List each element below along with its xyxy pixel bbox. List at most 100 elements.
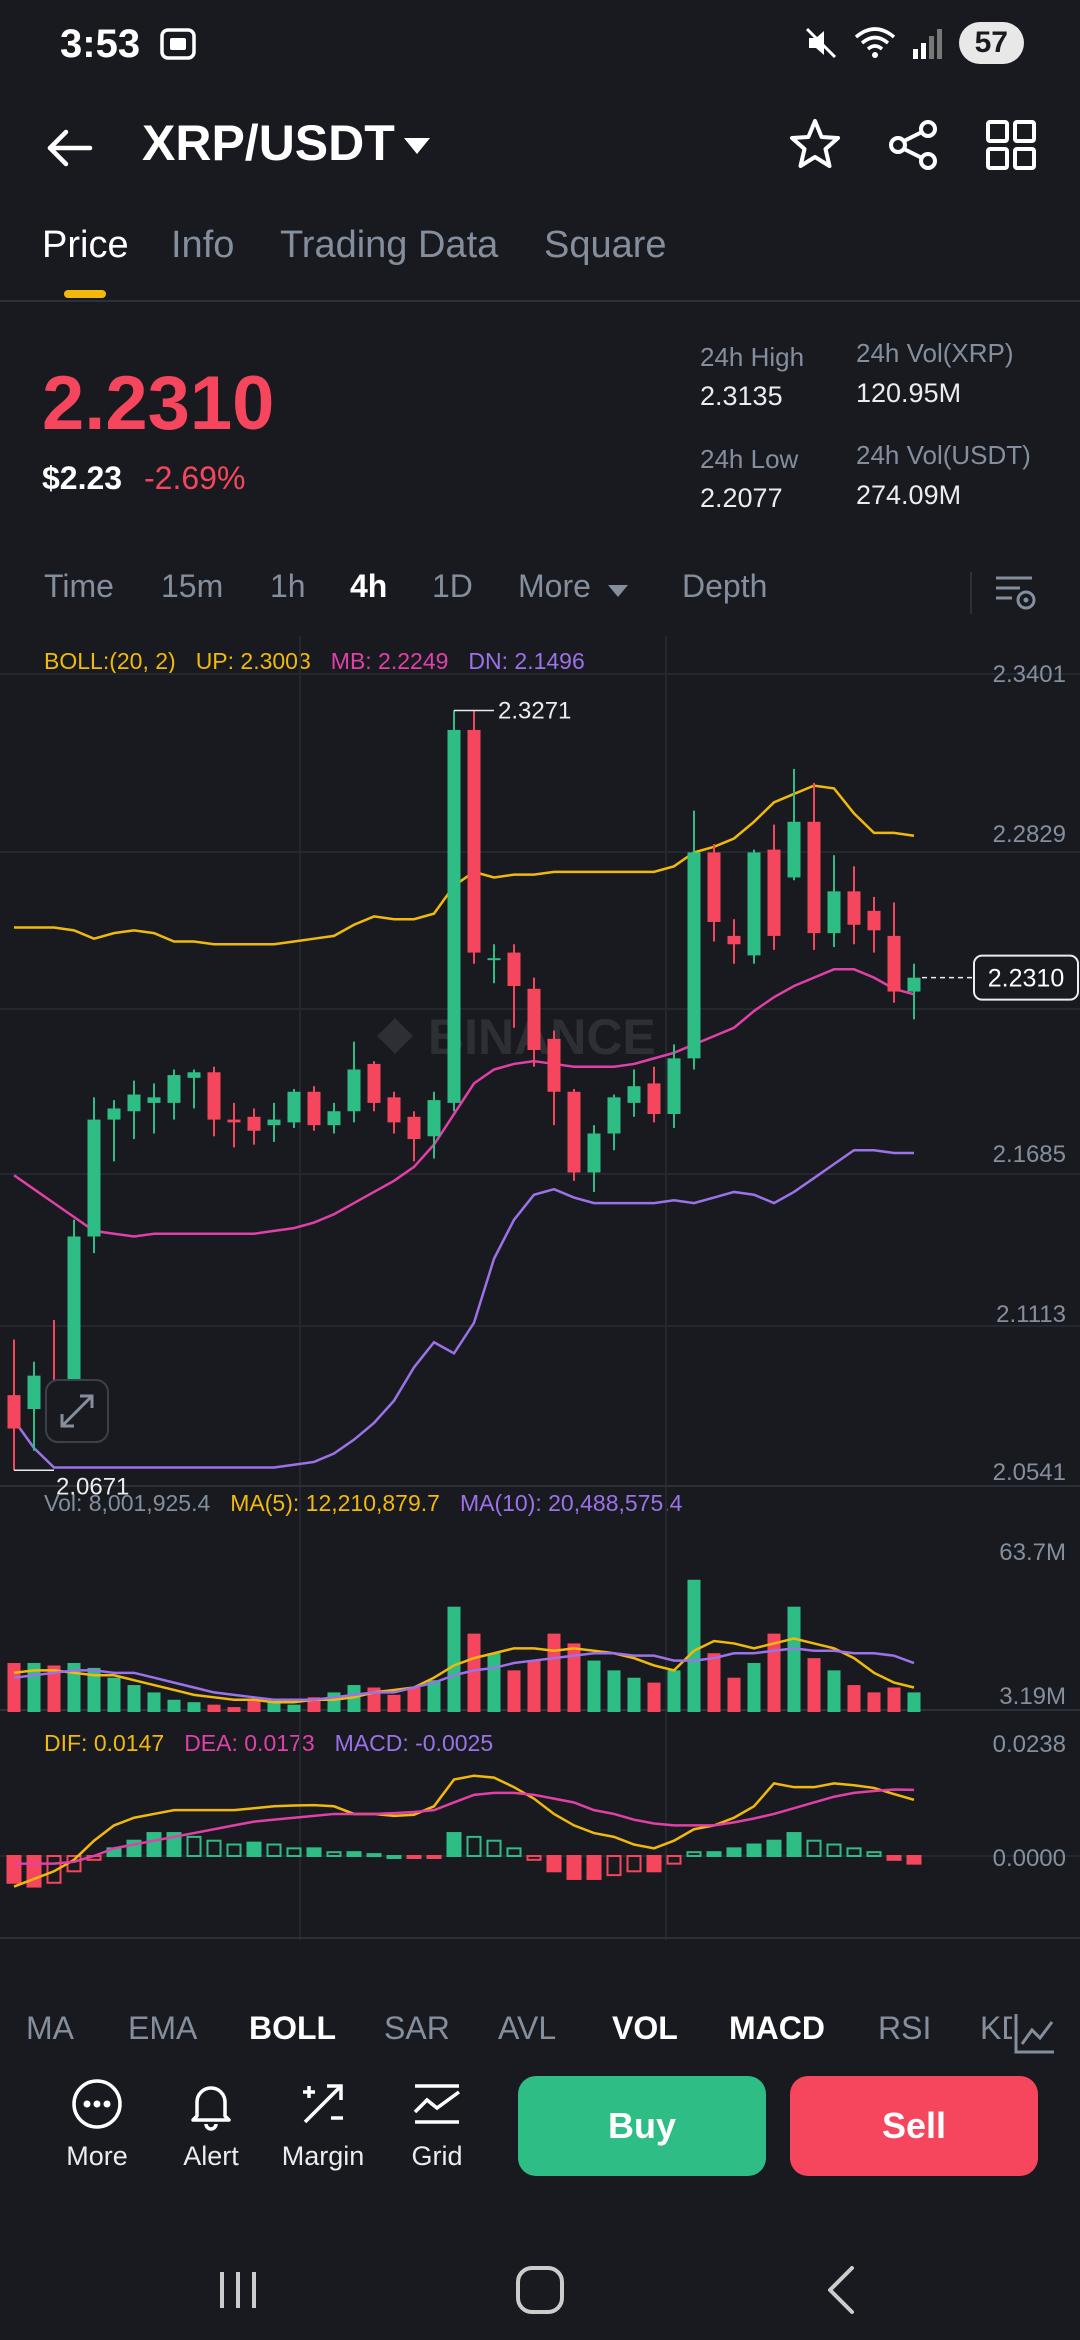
macd-dea-line [14,1788,915,1865]
macd-axis-label: 0.0238 [993,1731,1066,1758]
pair-title[interactable]: XRP/USDT [142,115,395,171]
macd-axis-label: 0.0000 [993,1845,1066,1872]
ind-tab-rsi[interactable]: RSI [878,2010,932,2046]
tab-trading-data[interactable]: Trading Data [280,224,499,266]
volume-bar [827,1670,841,1712]
volume-bar [627,1677,641,1712]
divider [0,300,1080,302]
macd-bar [866,1851,882,1858]
back-nav-icon[interactable] [812,2260,872,2320]
sell-button[interactable]: Sell [790,2076,1038,2176]
volume-bar [507,1670,521,1712]
ind-tab-macd[interactable]: MACD [729,2010,825,2046]
tf-4h[interactable]: 4h [350,568,388,604]
price-axis-label: 2.1113 [996,1301,1066,1328]
more-label: More [66,2141,128,2171]
indicator-settings-icon[interactable] [1012,2010,1058,2056]
tab-square[interactable]: Square [544,224,667,266]
candle-body [907,977,921,992]
vol-ma10-line [13,1647,915,1702]
macd-dea-value: DEA: 0.0173 [184,1730,315,1756]
macd-bar [466,1835,482,1857]
ind-tab-avl[interactable]: AVL [498,2010,557,2046]
top-nav: XRP/USDT [0,100,1080,190]
macd-bar [786,1832,802,1858]
macd-bar [246,1841,262,1858]
tf-time[interactable]: Time [44,568,114,604]
volume-bar [527,1660,541,1712]
candle-body [567,1091,581,1173]
margin-action[interactable]: Margin [268,2076,378,2176]
ind-tab-boll[interactable]: BOLL [249,2010,337,2046]
system-nav-bar [0,2230,1080,2340]
indicator-tabs: MA EMA BOLL SAR AVL VOL MACD RSI KD [0,2010,1080,2060]
caret-down-icon[interactable] [606,582,630,600]
volume-bar [387,1694,401,1712]
macd-bar [146,1832,162,1858]
ind-tab-vol[interactable]: VOL [612,2010,678,2046]
candle-body [527,988,541,1051]
candle-body [167,1075,181,1103]
price-chart[interactable]: BINANCE 2.3271 2.0671 2.2310 2.3401 2.2829 2… [0,636,1080,1940]
divider [970,572,972,614]
tf-1h[interactable]: 1h [270,568,306,604]
macd-bar [666,1855,682,1865]
volume-bar [907,1692,921,1712]
vol-ma10-value: MA(10): 20,488,575.4 [459,1490,683,1516]
volume-bar [547,1633,561,1712]
macd-bar [266,1843,282,1858]
caret-down-icon[interactable] [402,134,432,158]
volume-bar [687,1579,701,1712]
boll-label: BOLL:(20, 2) [44,648,176,674]
volume-bar [447,1606,461,1712]
price-axis-label: 2.0541 [993,1459,1066,1486]
candle-body [327,1111,341,1126]
home-icon[interactable] [510,2260,570,2320]
candle-body [107,1108,121,1120]
active-tab-indicator [64,290,106,298]
share-icon[interactable] [884,116,942,174]
vol-quote-label: 24h Vol(USDT) [856,440,1031,470]
volume-bar [267,1702,281,1712]
chart-settings-icon[interactable] [990,568,1038,616]
ind-tab-ema[interactable]: EMA [128,2010,198,2046]
tab-price[interactable]: Price [42,224,129,266]
more-action[interactable]: More [42,2076,152,2176]
macd-bar [566,1855,582,1880]
volume-bar [327,1692,341,1712]
tab-info[interactable]: Info [171,224,235,266]
back-icon[interactable] [40,118,100,178]
candle-body [747,852,761,956]
tf-more[interactable]: More [518,568,591,604]
macd-bar [426,1855,442,1859]
star-icon[interactable] [786,116,844,174]
ind-tab-sar[interactable]: SAR [384,2010,450,2046]
alert-action[interactable]: Alert [156,2076,266,2176]
volume-bar [227,1707,241,1712]
macd-bar [226,1843,242,1858]
macd-bar [346,1851,362,1858]
tf-1d[interactable]: 1D [432,568,473,604]
macd-bar [186,1835,202,1857]
grid-icon[interactable] [982,116,1040,174]
candle-body [687,852,701,1059]
macd-bar [826,1843,842,1858]
recent-apps-icon[interactable] [208,2260,268,2320]
volume-axis-label: 3.19M [999,1683,1066,1710]
volume-bar [487,1653,501,1712]
ind-tab-ma[interactable]: MA [26,2010,74,2046]
candle-body [707,852,721,922]
macd-bar [206,1839,222,1858]
volume-bar [807,1658,821,1712]
fullscreen-icon[interactable] [45,1379,109,1443]
high-label: 24h High [700,342,805,372]
volume-bar [47,1665,61,1712]
tf-15m[interactable]: 15m [161,568,224,604]
volume-bar [607,1670,621,1712]
grid-action[interactable]: Grid [382,2076,492,2176]
tf-depth[interactable]: Depth [682,568,768,604]
buy-button[interactable]: Buy [518,2076,766,2176]
vol-base-label: 24h Vol(XRP) [856,338,1014,368]
last-price-tag [973,954,1079,1001]
macd-dif-value: DIF: 0.0147 [44,1730,165,1756]
